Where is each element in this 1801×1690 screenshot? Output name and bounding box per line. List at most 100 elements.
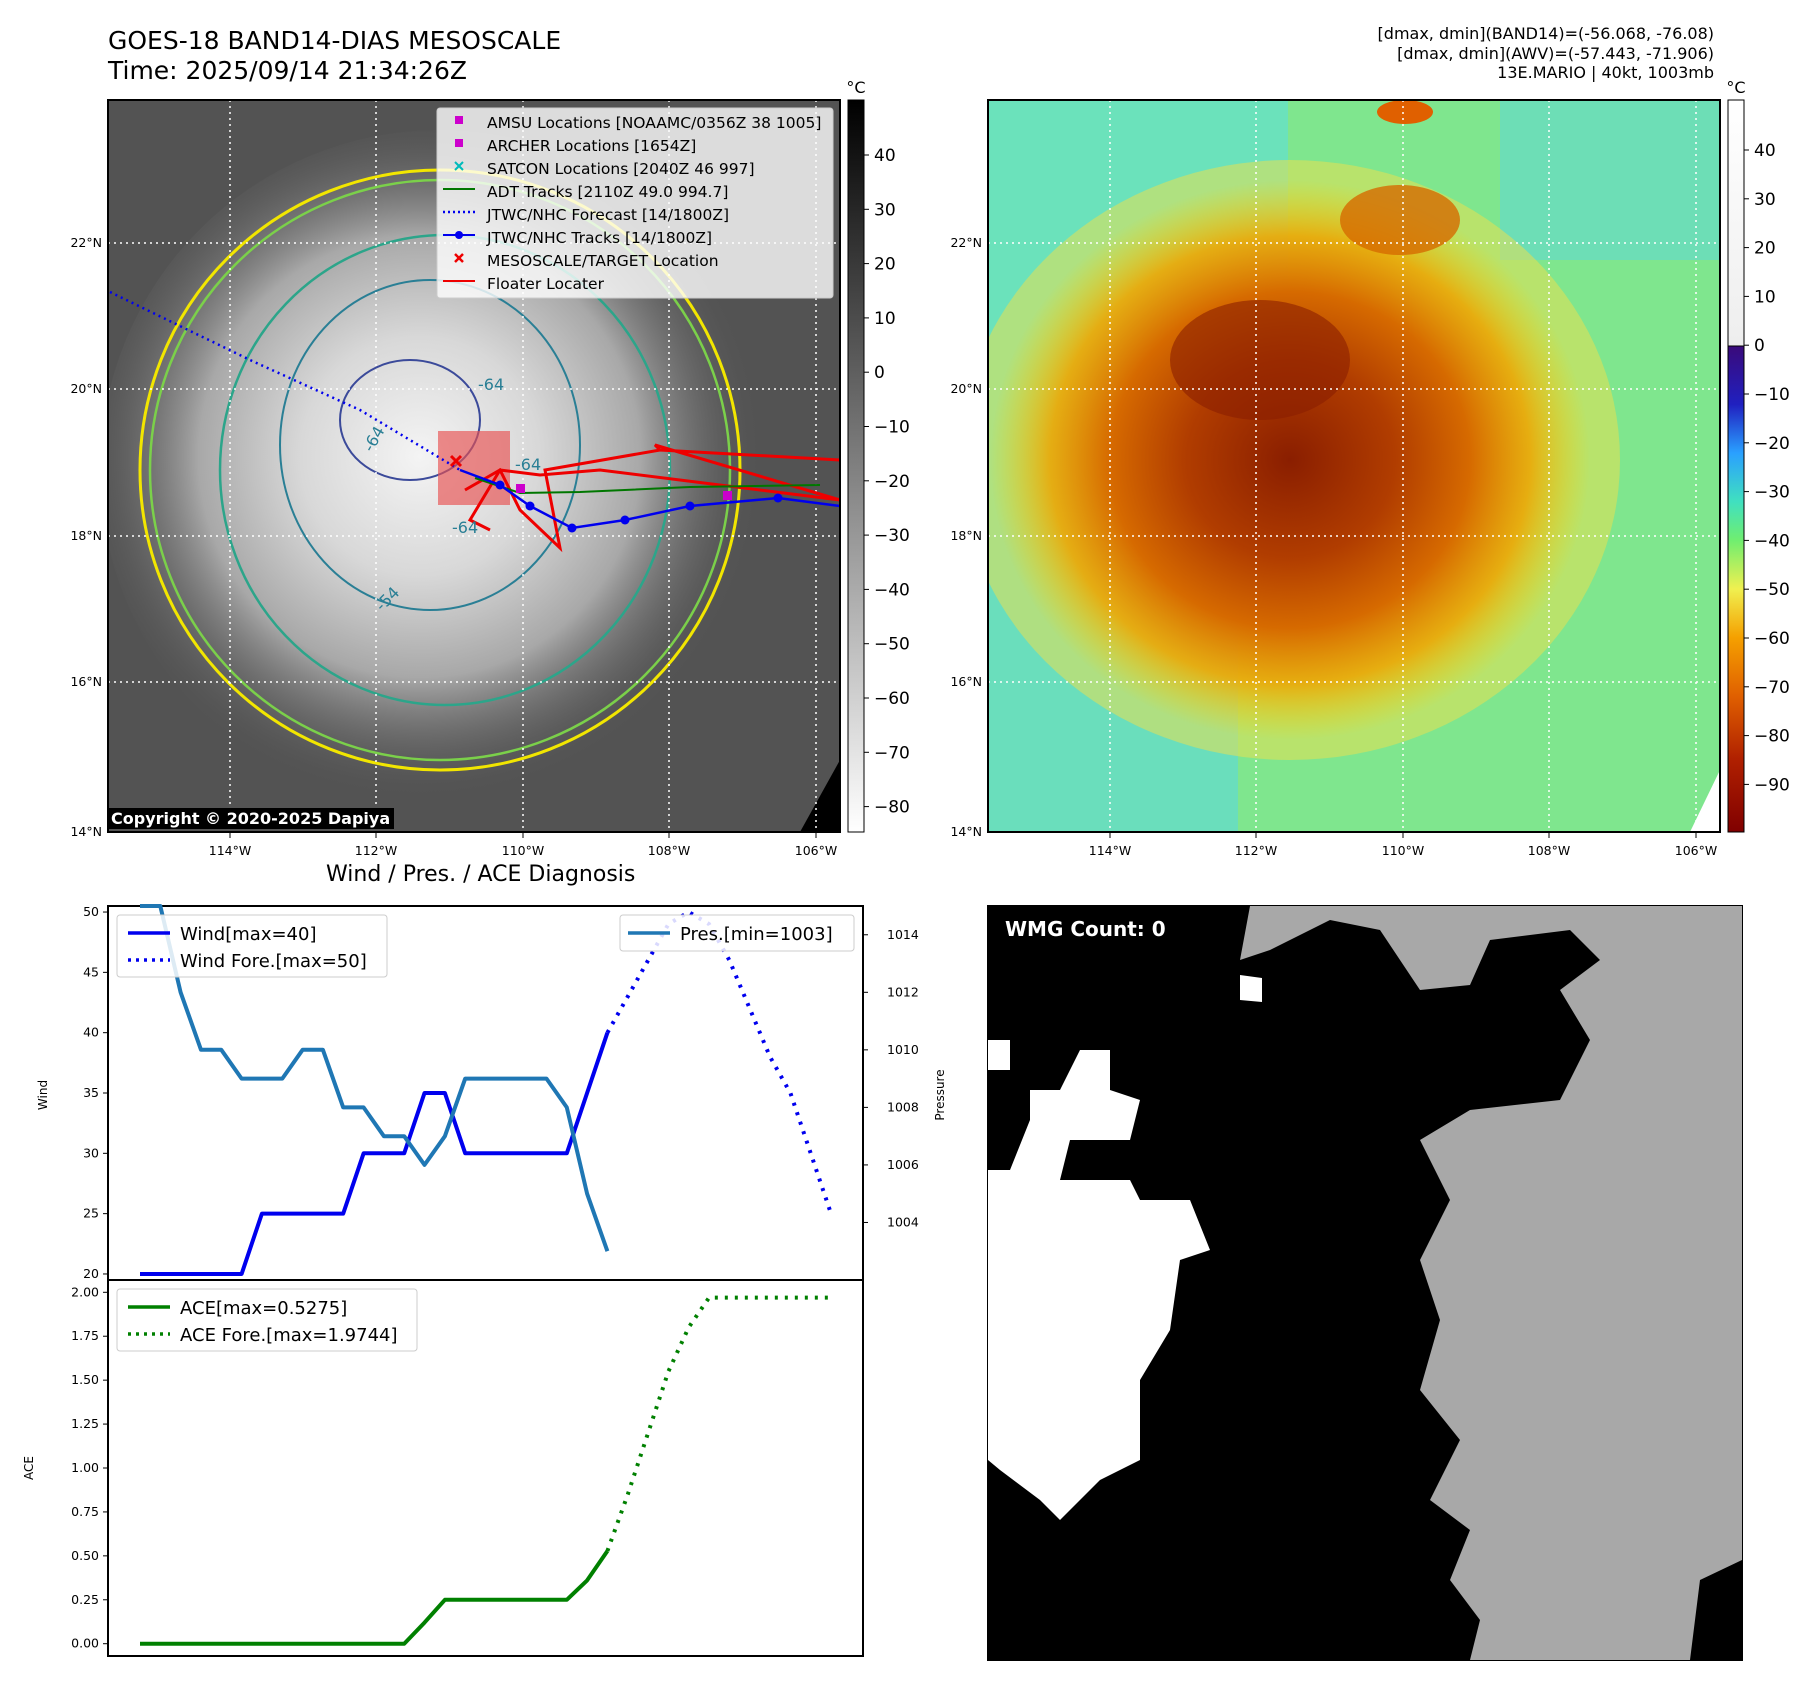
lat-tick-label: 14°N <box>70 824 102 839</box>
wind-legend-label: Wind[max=40] <box>180 924 317 945</box>
jtwc-forecast-track <box>109 290 461 472</box>
info-line-2: [dmax, dmin](AWV)=(-57.443, -71.906) <box>1397 43 1714 63</box>
colorbar-tick-label: −80 <box>1754 727 1790 747</box>
y-tick-label: 2.00 <box>71 1284 99 1299</box>
lon-tick-label: 114°W <box>209 843 251 858</box>
y-tick-label: 40 <box>83 1025 99 1040</box>
y2-tick-label: 1004 <box>887 1214 919 1229</box>
lat-tick-label: 16°N <box>950 674 982 689</box>
wmg-gray-region <box>1240 906 1742 1660</box>
colorbar-tick-label: −10 <box>1754 385 1790 405</box>
color-gridlines <box>988 100 1720 832</box>
ace-legend <box>116 1288 418 1352</box>
ace-legend-label: ACE[max=0.5275] <box>180 1298 347 1319</box>
y2-tick-label: 1014 <box>887 927 919 942</box>
series-line <box>140 904 610 1252</box>
lat-tick-label: 14°N <box>950 824 982 839</box>
lon-tick-label: 106°W <box>795 843 837 858</box>
y-tick-label: 0.50 <box>71 1548 99 1563</box>
colorbar-tick-label: −90 <box>1754 775 1790 795</box>
legend-satcon-marker <box>454 161 464 171</box>
map-legend: AMSU Locations [NOAAMC/0356Z 38 1005] AR… <box>436 107 834 299</box>
y-tick-label: 1.75 <box>71 1328 99 1343</box>
colorbar-tick-label: −20 <box>874 472 910 492</box>
series-line <box>140 1549 610 1646</box>
y-tick-label: 20 <box>83 1266 99 1281</box>
series-line <box>140 1032 610 1276</box>
colorbar-tick-label: −40 <box>874 580 910 600</box>
colorbar-tick-label: −70 <box>874 743 910 763</box>
y-tick-label: 50 <box>83 904 99 919</box>
wmg-white-region <box>988 1050 1210 1520</box>
ace-axis-label: ACE <box>22 1456 36 1480</box>
lat-tick-label: 18°N <box>70 528 102 543</box>
y-tick-label: 1.00 <box>71 1460 99 1475</box>
legend-target-marker <box>454 253 464 263</box>
colorbar-tick-label: −60 <box>874 689 910 709</box>
copyright-label: Copyright © 2020-2025 Dapiya <box>107 808 395 829</box>
wind-legend <box>116 914 388 978</box>
legend-label: SATCON Locations [2040Z 46 997] <box>487 160 755 178</box>
y-tick-label: 35 <box>83 1085 99 1100</box>
lat-tick-label: 20°N <box>70 381 102 396</box>
legend-label: ADT Tracks [2110Z 49.0 994.7] <box>487 183 728 201</box>
colorbar-tick-label: −40 <box>1754 531 1790 551</box>
y-tick-label: 0.75 <box>71 1504 99 1519</box>
colorbar-tick-label: −30 <box>1754 483 1790 503</box>
legend-label: JTWC/NHC Forecast [14/1800Z] <box>486 206 729 224</box>
y-tick-label: 30 <box>83 1145 99 1160</box>
legend-archer-marker <box>455 139 463 147</box>
ir-colorbar-unit: °C <box>846 78 865 97</box>
colorbar-tick-label: −70 <box>1754 678 1790 698</box>
ace-forecast-legend-label: ACE Fore.[max=1.9744] <box>180 1325 398 1346</box>
colorbar-tick-label: 0 <box>874 363 885 383</box>
jtwc-track-points <box>495 480 783 533</box>
no-data-area <box>800 760 840 832</box>
legend-label: JTWC/NHC Tracks [14/1800Z] <box>486 229 712 247</box>
y2-tick-label: 1006 <box>887 1157 919 1172</box>
contour-label: -64 <box>452 518 478 537</box>
lat-tick-label: 16°N <box>70 674 102 689</box>
y-tick-label: 0.00 <box>71 1636 99 1651</box>
pressure-legend-label: Pres.[min=1003] <box>680 924 833 945</box>
lon-tick-label: 106°W <box>1675 843 1717 858</box>
mesoscale-target-marker <box>449 454 463 468</box>
y2-tick-label: 1012 <box>887 984 919 999</box>
colorbar-tick-label: 40 <box>1754 141 1776 161</box>
pressure-axis-label: Pressure <box>933 1069 947 1120</box>
legend-label: MESOSCALE/TARGET Location <box>487 252 719 270</box>
legend-track-dot <box>455 231 463 239</box>
floater-locater-track <box>464 443 840 553</box>
lon-tick-label: 114°W <box>1089 843 1131 858</box>
info-line-3: 13E.MARIO | 40kt, 1003mb <box>1497 63 1714 82</box>
y2-tick-label: 1010 <box>887 1042 919 1057</box>
lat-tick-label: 22°N <box>70 235 102 250</box>
contour-label: -64 <box>515 455 541 474</box>
mesoscale-target-box <box>438 431 510 505</box>
colorbar-tick-label: −10 <box>874 418 910 438</box>
archer-location-marker <box>516 484 525 493</box>
colorbar-tick-label: 30 <box>874 200 896 220</box>
lon-tick-label: 112°W <box>355 843 397 858</box>
lon-tick-label: 110°W <box>1382 843 1424 858</box>
jtwc-track <box>459 468 840 530</box>
y-tick-label: 0.25 <box>71 1592 99 1607</box>
lat-tick-label: 20°N <box>950 381 982 396</box>
legend-label: AMSU Locations [NOAAMC/0356Z 38 1005] <box>487 114 821 132</box>
info-line-1: [dmax, dmin](BAND14)=(-56.068, -76.08) <box>1377 24 1714 43</box>
title-line-1: GOES-18 BAND14-DIAS MESOSCALE <box>108 26 562 55</box>
colorbar-tick-label: 30 <box>1754 190 1776 210</box>
color-colorbar-unit: °C <box>1726 78 1745 97</box>
y-tick-label: 1.25 <box>71 1416 99 1431</box>
diagnosis-chart-title: Wind / Pres. / ACE Diagnosis <box>326 862 636 887</box>
ir-axis-labels: 114°W 112°W 110°W 108°W 106°W 22°N 20°N 18°N 16°… <box>70 235 837 858</box>
colorbar-tick-label: 40 <box>874 146 896 166</box>
lat-tick-label: 22°N <box>950 235 982 250</box>
storm-info: [dmax, dmin](BAND14)=(-56.068, -76.08) [… <box>1378 24 1714 83</box>
color-colorbar: °C 40 30 20 10 0 −10 −20 −30 −40 −50 −60 −70 −80 −90 <box>1726 78 1790 833</box>
title-line-2: Time: 2025/09/14 21:34:26Z <box>108 56 467 85</box>
no-data-area <box>1690 770 1720 832</box>
colorbar-tick-label: −50 <box>874 635 910 655</box>
amsu-location-marker <box>723 491 732 500</box>
color-map-panel <box>988 100 1720 832</box>
